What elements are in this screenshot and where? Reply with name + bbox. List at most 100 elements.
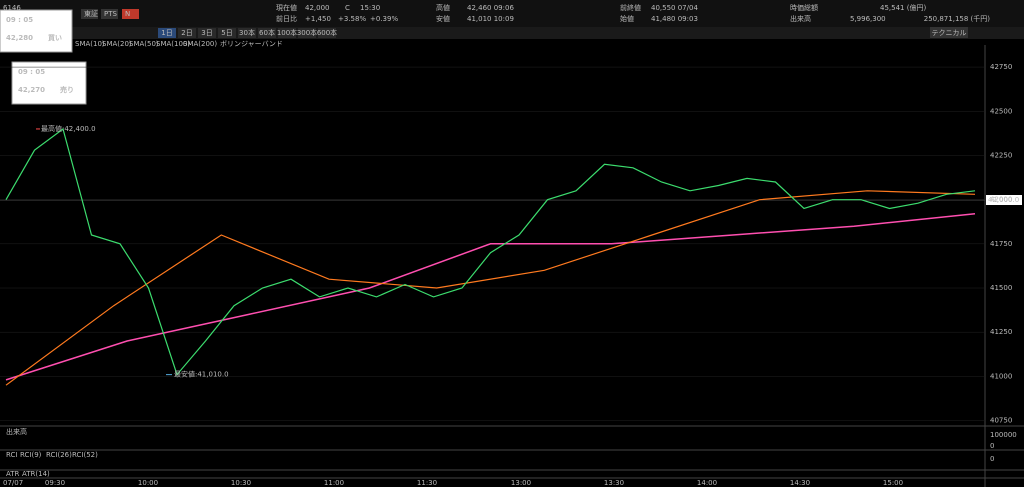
time-label: 13:00 bbox=[511, 479, 531, 487]
tooltip-side: 買い bbox=[47, 33, 62, 42]
sma100-line bbox=[5, 190, 976, 386]
y-tick-label: 41750 bbox=[990, 240, 1012, 248]
volume-label: 出来高 bbox=[6, 427, 27, 436]
range-label: 30本 bbox=[239, 28, 255, 37]
range-label: 100本 bbox=[277, 28, 297, 37]
tooltip-price: 42,270 bbox=[18, 86, 45, 94]
current-label: 42,000.0 bbox=[988, 196, 1019, 204]
header-bar bbox=[0, 0, 1024, 27]
field-label: 始値 bbox=[620, 14, 634, 23]
range-label: 600本 bbox=[317, 28, 337, 37]
y-tick-label: 41250 bbox=[990, 328, 1012, 336]
time-label: 14:00 bbox=[697, 479, 717, 487]
legend-entry: ボリンジャーバンド bbox=[220, 40, 283, 48]
tooltip-box bbox=[0, 9, 73, 53]
rci-legend: RCI(52) bbox=[72, 451, 98, 459]
range-label: 1日 bbox=[161, 29, 172, 37]
field-value: +0.39% bbox=[370, 15, 398, 23]
button[interactable] bbox=[122, 9, 139, 19]
time-label: 11:30 bbox=[417, 479, 437, 487]
range-label: 300本 bbox=[297, 28, 317, 37]
tooltip-side: 売り bbox=[60, 85, 74, 94]
legend-entry: SMA(200) bbox=[183, 40, 217, 48]
atr-label: ATR bbox=[6, 470, 20, 478]
high-label: 最高値:42,400.0 bbox=[41, 124, 96, 133]
toolbar bbox=[0, 27, 1024, 39]
date-label: 07/07 bbox=[3, 479, 23, 487]
field-value: 40,550 07/04 bbox=[651, 4, 698, 12]
range-button[interactable] bbox=[218, 28, 236, 38]
field-value: 15:30 bbox=[360, 4, 380, 12]
tooltip-price: 42,280 bbox=[6, 34, 33, 42]
volume-tick: 0 bbox=[990, 442, 994, 450]
range-button[interactable] bbox=[278, 28, 296, 38]
range-label: 2日 bbox=[181, 29, 192, 37]
button-label: 東証 bbox=[84, 9, 98, 18]
field-label: 時価総額 bbox=[790, 3, 818, 12]
time-label: 11:00 bbox=[324, 479, 344, 487]
field-label: 前日比 bbox=[276, 14, 297, 23]
field-value: 41,480 09:03 bbox=[651, 15, 698, 23]
button[interactable] bbox=[81, 9, 98, 19]
technical-button[interactable] bbox=[930, 27, 968, 38]
range-label: 60本 bbox=[259, 28, 275, 37]
field-value: +1,450 bbox=[305, 15, 331, 23]
field-label: 前終値 bbox=[620, 3, 641, 12]
range-button[interactable] bbox=[238, 28, 256, 38]
button-label: N bbox=[125, 10, 130, 18]
field-label: 高値 bbox=[436, 3, 450, 12]
field-value: 5,996,300 bbox=[850, 15, 886, 23]
legend-entry: SMA(100) bbox=[156, 40, 190, 48]
time-label: 09:30 bbox=[45, 479, 65, 487]
turnover: 250,871,158 (千円) bbox=[924, 14, 990, 23]
field-value: 42,460 09:06 bbox=[467, 4, 514, 12]
technical-label: テクニカル bbox=[932, 29, 967, 37]
code: 6146 bbox=[3, 4, 21, 12]
field-value: 45,541 (億円) bbox=[880, 3, 926, 12]
rci-label: RCI bbox=[6, 451, 17, 459]
sma200-line bbox=[5, 213, 976, 381]
tooltip-time: 09 : 05 bbox=[6, 16, 33, 24]
time-label: 14:30 bbox=[790, 479, 810, 487]
y-tick-label: 42500 bbox=[990, 107, 1012, 115]
legend-entry: SMA(20) bbox=[102, 40, 132, 48]
y-tick-label: 41000 bbox=[990, 372, 1012, 380]
button[interactable] bbox=[101, 9, 118, 19]
range-label: 5日 bbox=[221, 29, 232, 37]
tooltip-box bbox=[11, 61, 87, 105]
price-line bbox=[5, 127, 976, 376]
current-box bbox=[986, 195, 1022, 205]
range-label: 3日 bbox=[201, 29, 212, 37]
field-value: 42,000 bbox=[305, 4, 330, 12]
time-label: 10:00 bbox=[138, 479, 158, 487]
atr-legend: ATR(14) bbox=[22, 470, 50, 478]
field-value: 41,010 10:09 bbox=[467, 15, 514, 23]
volume-tick: 100000 bbox=[990, 431, 1017, 439]
rci-legend: RCI(9) bbox=[20, 451, 42, 459]
rci-tick: 0 bbox=[990, 455, 994, 463]
range-button[interactable] bbox=[198, 28, 216, 38]
y-tick-label: 41500 bbox=[990, 284, 1012, 292]
button-label: PTS bbox=[104, 10, 117, 18]
y-tick-label: 40750 bbox=[990, 417, 1012, 425]
tooltip-time: 09 : 05 bbox=[18, 68, 45, 76]
field-label: 安値 bbox=[436, 14, 450, 23]
time-label: 13:30 bbox=[604, 479, 624, 487]
range-button[interactable] bbox=[298, 28, 316, 38]
range-button[interactable] bbox=[178, 28, 196, 38]
range-button[interactable] bbox=[158, 28, 176, 38]
field-label: C bbox=[345, 4, 350, 12]
range-button[interactable] bbox=[258, 28, 276, 38]
legend-entry: SMA(50) bbox=[129, 40, 159, 48]
rci-legend: RCI(26) bbox=[46, 451, 72, 459]
y-tick-label: 42250 bbox=[990, 151, 1012, 159]
y-tick-label: 42750 bbox=[990, 63, 1012, 71]
field-label: +3.58% bbox=[338, 15, 366, 23]
time-label: 10:30 bbox=[231, 479, 251, 487]
low-label: 最安値:41,010.0 bbox=[174, 370, 229, 379]
range-button[interactable] bbox=[318, 28, 336, 38]
time-label: 15:00 bbox=[883, 479, 903, 487]
y-tick-label: 42000 bbox=[990, 196, 1012, 204]
